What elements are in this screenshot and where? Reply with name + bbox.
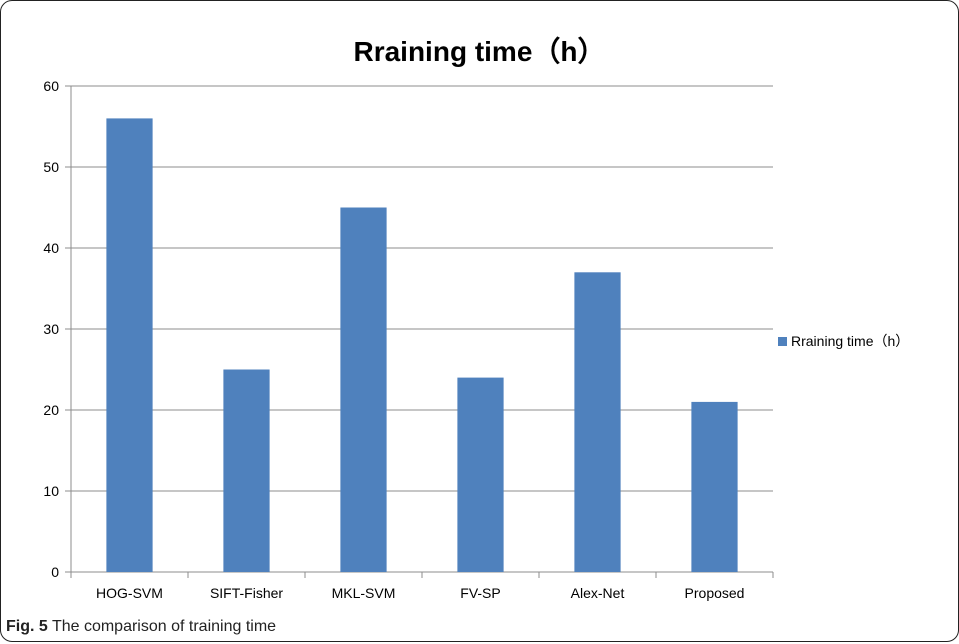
y-tick-label: 50 <box>43 159 59 175</box>
x-tick-label: FV-SP <box>460 585 500 601</box>
axes <box>65 85 774 578</box>
gridlines <box>71 85 773 492</box>
chart-title: Rraining time（h） <box>353 36 606 67</box>
y-tick-label: 0 <box>51 564 59 580</box>
y-tick-label: 20 <box>43 402 59 418</box>
y-tick-label: 30 <box>43 321 59 337</box>
x-tick-label: SIFT-Fisher <box>210 585 283 601</box>
caption-text: The comparison of training time <box>47 618 277 635</box>
x-tick-label: Alex-Net <box>571 585 625 601</box>
legend-swatch <box>778 336 787 346</box>
x-tick-label: MKL-SVM <box>332 585 396 601</box>
tick-labels: 0 10 20 30 40 50 60 HOG-SVM SIFT-Fisher MKL-SVM FV… <box>43 78 744 601</box>
x-tick-label: Proposed <box>685 585 745 601</box>
figure-caption: Fig. 5 The comparison of training time <box>6 618 276 636</box>
x-tick-label: HOG-SVM <box>96 585 163 601</box>
bar-fv-sp <box>457 377 504 572</box>
bar-alex-net <box>574 272 621 572</box>
bar-sift-fisher <box>223 369 270 572</box>
y-tick-label: 10 <box>43 483 59 499</box>
bar-mkl-svm <box>340 207 387 572</box>
legend-label: Rraining time（h） <box>791 333 910 349</box>
bar-hog-svm <box>106 118 153 573</box>
bars <box>106 118 738 573</box>
y-tick-label: 40 <box>43 240 59 256</box>
y-tick-label: 60 <box>43 78 59 94</box>
caption-label: Fig. 5 <box>6 618 48 635</box>
bar-proposed <box>691 401 738 572</box>
legend: Rraining time（h） <box>778 331 909 351</box>
